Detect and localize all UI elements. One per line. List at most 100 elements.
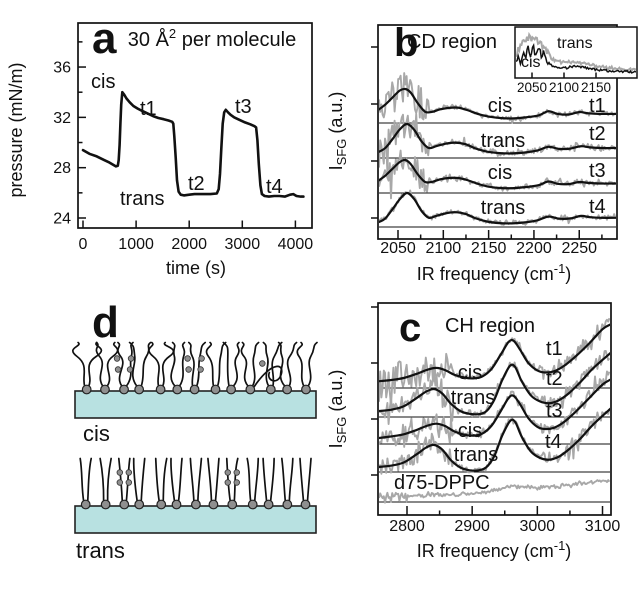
annotation-cis: cis [91, 71, 115, 93]
lipid-tail [288, 457, 294, 503]
lipid-tail [140, 341, 152, 388]
sfg-fit-cis-t3 [379, 158, 616, 190]
panel-b-xlabel: IR frequency (cm-1) [417, 261, 572, 284]
lipid-tail [71, 341, 86, 388]
panel-b-axes-ticks: 2050 2100 2150 2200 2250 [371, 46, 603, 257]
azo-group-dot [116, 479, 124, 486]
lipid-head [227, 499, 238, 510]
label-c-dppc: d75-DPPC [394, 472, 490, 494]
sfg-fit-trans-t4 [379, 407, 610, 472]
azo-group-dot [224, 469, 231, 476]
lipid-tail [262, 457, 268, 503]
lipid-tail [246, 457, 252, 503]
label-c-t2: t2 [546, 368, 563, 390]
azo-group-dot [224, 479, 231, 486]
panel-a-axes-ticks: 0 1000 2000 3000 4000 24 28 32 36 [53, 41, 314, 253]
lipid-tail [195, 341, 207, 388]
sfg-fit-cis-t3 [379, 378, 610, 440]
azo-group-dot [127, 355, 135, 362]
panel-c: 2800 2900 3000 3100 c CH region cis trans c… [326, 302, 620, 561]
panel-a-letter: a [92, 14, 117, 63]
lipid-tail [86, 457, 93, 503]
label-c-t4: t4 [545, 431, 562, 453]
lipid-tail [232, 341, 240, 388]
azo-group-dot [114, 366, 122, 373]
y-tick-label: 36 [53, 60, 71, 77]
lipid-tail [140, 457, 146, 503]
lipid-tail [106, 457, 112, 503]
x-tick-label: 2000 [171, 236, 207, 253]
inset-trace-cis [516, 42, 636, 74]
azo-group-dot [116, 469, 124, 476]
lipid-tail [178, 341, 186, 388]
panel-a-title: 30 Å2 per molecule [128, 26, 296, 51]
sfg-fit-cis-t1 [379, 323, 610, 383]
panel-b-spectra [379, 72, 616, 228]
azo-group-dot [233, 479, 240, 486]
sfg-data-cis-t3 [379, 370, 610, 448]
lipid-head [119, 384, 129, 395]
inset-label-trans: trans [557, 35, 593, 52]
azo-group-dot [185, 366, 192, 373]
panel-b-inset: 2050 2100 2150 trans cis [514, 26, 638, 95]
lipid-head [247, 499, 258, 510]
lipid-head [100, 499, 111, 510]
label-b-t4: t4 [589, 196, 606, 218]
x-tick-label: 2200 [516, 240, 552, 257]
azo-group-dot [113, 355, 121, 362]
azo-group-dot [184, 355, 191, 362]
lipid-tail [148, 341, 160, 388]
sfg-data-d75-DPPC [379, 479, 610, 504]
panel-a-ylabel: pressure (mN/m) [6, 62, 26, 197]
label-b-trans-t4: trans [481, 197, 525, 219]
lipid-tail [296, 341, 305, 388]
schematic-label-cis: cis [83, 421, 110, 446]
azo-group-dot [259, 360, 266, 367]
lipid-head [134, 499, 145, 510]
annotation-t3: t3 [235, 96, 252, 118]
lipid-tail [269, 457, 275, 503]
azo-group-dot [126, 366, 134, 373]
x-tick-label: 2050 [380, 240, 416, 257]
panel-b-title: CD region [407, 31, 497, 53]
azo-group-dot [198, 355, 205, 362]
lipid-head [263, 499, 274, 510]
panel-c-title: CH region [445, 315, 535, 337]
label-c-trans-t2: trans [451, 387, 495, 409]
x-tick-label: 1000 [118, 236, 154, 253]
azo-group-dot [233, 469, 240, 476]
cis-monolayer-schematic [71, 341, 318, 395]
sfg-data-trans-t2 [379, 112, 616, 174]
inset-spectra [516, 31, 636, 74]
lipid-tail [162, 457, 168, 503]
lipid-tail [277, 341, 286, 388]
sfg-fit-trans-t2 [379, 352, 610, 416]
lipid-tail [306, 457, 312, 503]
lipid-tail [251, 341, 260, 388]
lipid-tail [197, 457, 203, 503]
panel-a-xlabel: time (s) [166, 258, 226, 278]
lipid-head [172, 384, 183, 395]
panel-c-axes-ticks: 2800 2900 3000 3100 [371, 306, 620, 535]
panel-b-ylabel: ISFG (a.u.) [326, 92, 349, 171]
x-tick-label: 3000 [520, 518, 556, 535]
lipid-tail [214, 457, 220, 503]
panel-d: d cis trans [71, 298, 318, 563]
annotation-t1: t1 [140, 98, 157, 120]
lipid-tail [132, 457, 139, 503]
x-tick-label: 4000 [278, 236, 314, 253]
lipid-tail [125, 341, 134, 388]
x-tick-label: 2150 [471, 240, 507, 257]
inset-label-cis: cis [521, 54, 541, 71]
x-tick-label: 2900 [454, 518, 490, 535]
trans-monolayer-schematic [79, 457, 312, 510]
azo-group-dot [197, 366, 204, 373]
lipid-head [301, 384, 311, 395]
lipid-head [300, 499, 311, 510]
x-tick-label: 2100 [426, 240, 462, 257]
lipid-head [119, 499, 130, 510]
label-b-t3: t3 [589, 160, 606, 182]
annotation-t2: t2 [188, 173, 205, 195]
